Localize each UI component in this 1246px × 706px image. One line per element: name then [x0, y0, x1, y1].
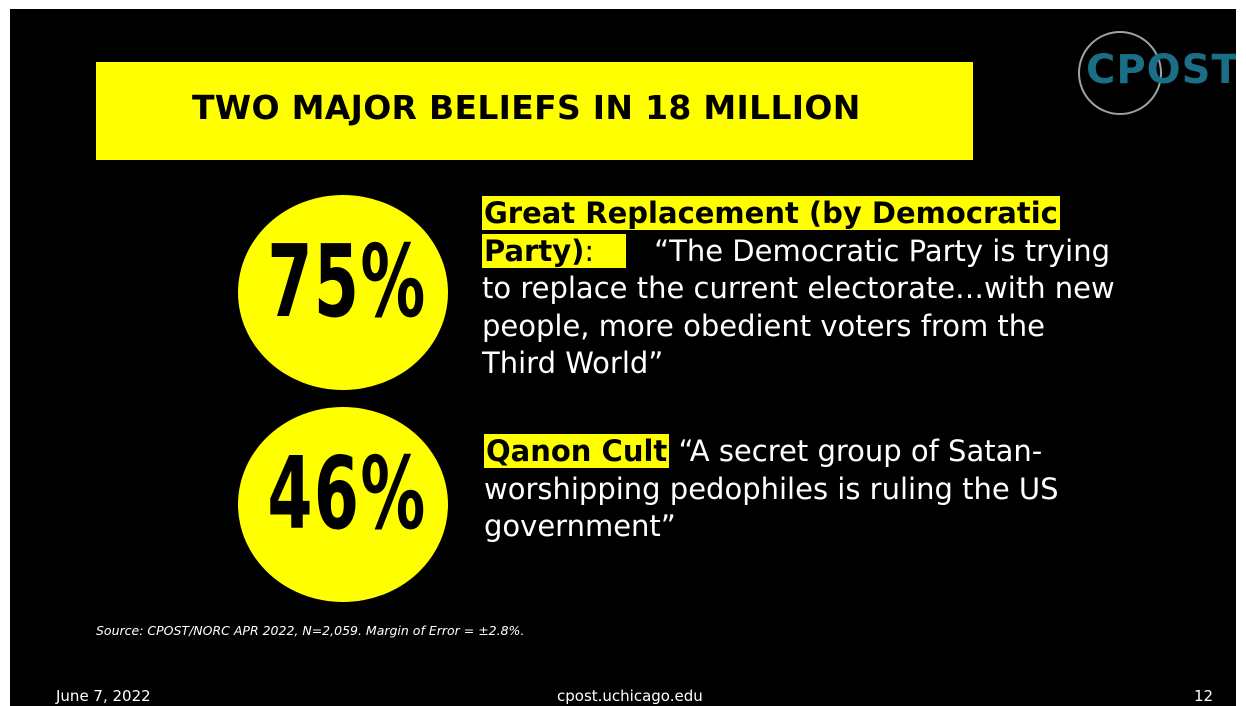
- belief-label-1b-text: Party): [484, 233, 585, 268]
- percent-circle-1: 75%: [238, 195, 448, 390]
- source-note: Source: CPOST/NORC APR 2022, N=2,059. Ma…: [96, 623, 525, 638]
- belief-quote-1: “The Democratic Party is trying to repla…: [482, 233, 1115, 381]
- footer-url[interactable]: cpost.uchicago.edu: [557, 687, 703, 705]
- logo-text: CPOST: [1086, 47, 1236, 93]
- belief-label-2: Qanon Cult: [484, 434, 670, 468]
- belief-quote-2: “A secret group of Satan-worshipping ped…: [484, 434, 1059, 543]
- cpost-logo: CPOST: [1078, 31, 1236, 115]
- percent-value-1: 75%: [267, 223, 427, 340]
- title-bar: TWO MAJOR BELIEFS IN 18 MILLION: [96, 62, 973, 160]
- belief-label-1b: Party):: [482, 233, 627, 268]
- belief-separator: :: [584, 233, 595, 268]
- slide: TWO MAJOR BELIEFS IN 18 MILLION CPOST 75…: [10, 9, 1236, 706]
- percent-circle-2: 46%: [238, 407, 448, 602]
- percent-value-2: 46%: [267, 435, 427, 552]
- belief-statement-1: Great Replacement (by Democratic Party):…: [482, 195, 1122, 383]
- slide-title: TWO MAJOR BELIEFS IN 18 MILLION: [192, 88, 861, 127]
- footer-date: June 7, 2022: [56, 687, 151, 705]
- belief-label-1a: Great Replacement (by Democratic: [482, 196, 1060, 230]
- page-number: 12: [1194, 687, 1214, 705]
- logo-ring: [1078, 31, 1162, 115]
- belief-statement-2: Qanon Cult “A secret group of Satan-wors…: [484, 433, 1124, 546]
